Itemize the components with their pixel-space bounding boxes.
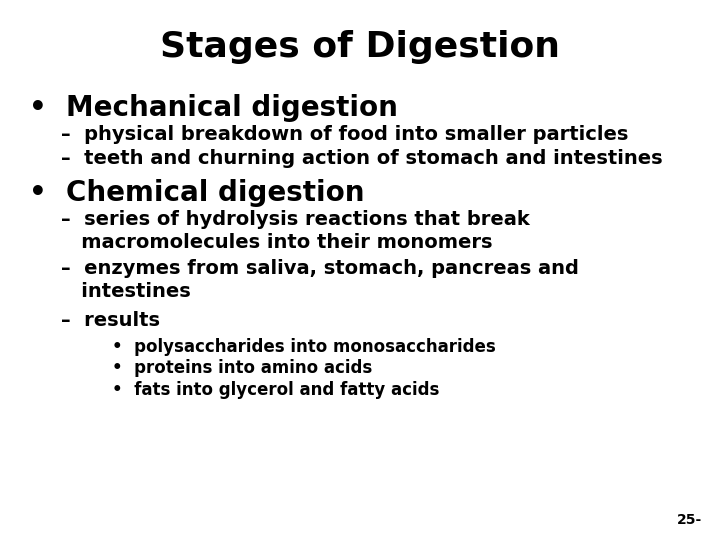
- Text: •  Mechanical digestion: • Mechanical digestion: [29, 94, 397, 123]
- Text: 25-: 25-: [677, 512, 702, 526]
- Text: intestines: intestines: [61, 282, 191, 301]
- Text: –  physical breakdown of food into smaller particles: – physical breakdown of food into smalle…: [61, 125, 629, 144]
- Text: Stages of Digestion: Stages of Digestion: [160, 30, 560, 64]
- Text: •  fats into glycerol and fatty acids: • fats into glycerol and fatty acids: [112, 381, 439, 399]
- Text: •  Chemical digestion: • Chemical digestion: [29, 179, 364, 207]
- Text: •  proteins into amino acids: • proteins into amino acids: [112, 359, 372, 377]
- Text: –  results: – results: [61, 310, 160, 329]
- Text: –  teeth and churning action of stomach and intestines: – teeth and churning action of stomach a…: [61, 148, 663, 167]
- Text: •  polysaccharides into monosaccharides: • polysaccharides into monosaccharides: [112, 338, 495, 355]
- Text: –  series of hydrolysis reactions that break: – series of hydrolysis reactions that br…: [61, 210, 530, 229]
- Text: macromolecules into their monomers: macromolecules into their monomers: [61, 233, 492, 252]
- Text: –  enzymes from saliva, stomach, pancreas and: – enzymes from saliva, stomach, pancreas…: [61, 259, 579, 278]
